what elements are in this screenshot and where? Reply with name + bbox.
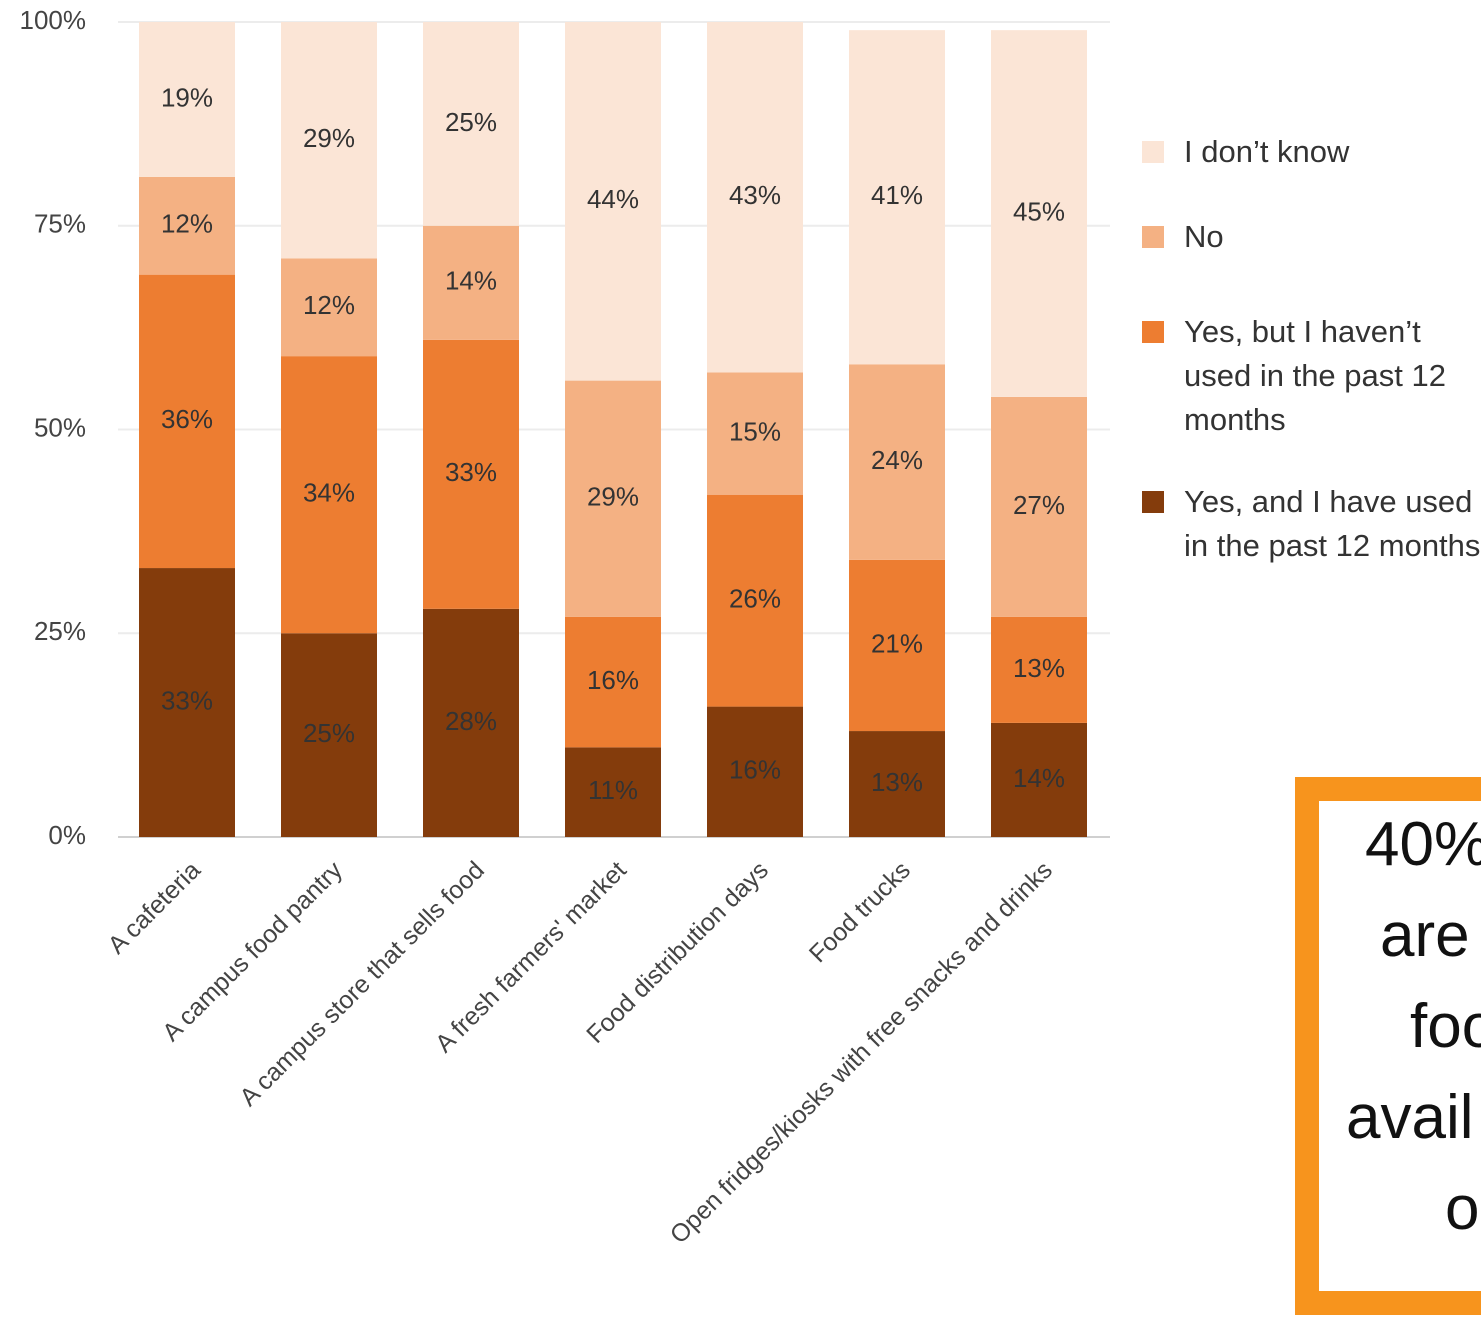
value-label: 21% (871, 628, 923, 658)
bar-segment (423, 225, 519, 340)
bar-segment (707, 22, 803, 373)
legend-label: I don’t know (1184, 134, 1350, 169)
legend-swatch (1142, 321, 1164, 343)
legend-label: No (1184, 219, 1224, 254)
value-label: 16% (587, 665, 639, 695)
legend-swatch (1142, 491, 1164, 513)
bar-segment (281, 258, 377, 357)
value-label: 19% (161, 82, 213, 112)
bar-segment (423, 22, 519, 226)
legend-item: Yes, but I haven’t used in the past 12 m… (1142, 310, 1481, 442)
bar-segment (707, 706, 803, 837)
bar-segment (281, 633, 377, 837)
value-label: 12% (161, 209, 213, 239)
legend-label: Yes, and I have used in the past 12 mont… (1184, 484, 1481, 563)
x-tick-label: A campus store that sells food (234, 856, 490, 1112)
value-label: 11% (588, 775, 638, 805)
legend-item: I don’t know (1142, 130, 1481, 174)
bar-segment (139, 22, 235, 177)
annotation-line: are (1380, 901, 1470, 970)
annotation-box: 40% are foo avail o (1295, 777, 1481, 1315)
annotation-line: foo (1410, 992, 1481, 1061)
y-tick-label: 0% (48, 820, 86, 850)
legend-item: No (1142, 215, 1481, 259)
bar-segment (991, 396, 1087, 617)
x-tick-label: A cafeteria (103, 856, 206, 959)
bar-segment (707, 494, 803, 707)
bar-segment (423, 339, 519, 609)
legend-swatch (1142, 141, 1164, 163)
value-label: 36% (161, 404, 213, 434)
value-label: 34% (303, 478, 355, 508)
value-label: 33% (161, 685, 213, 715)
value-label: 13% (1013, 653, 1065, 683)
bar-segment (565, 22, 661, 381)
legend-swatch (1142, 226, 1164, 248)
legend-item: Yes, and I have used in the past 12 mont… (1142, 480, 1481, 568)
value-label: 28% (445, 706, 497, 736)
bar-segment (565, 747, 661, 837)
bar-segment (281, 356, 377, 634)
annotation-line: 40% (1365, 810, 1481, 879)
y-tick-label: 100% (20, 5, 87, 35)
value-label: 33% (445, 457, 497, 487)
value-label: 43% (729, 180, 781, 210)
y-tick-label: 25% (34, 616, 86, 646)
value-label: 41% (871, 180, 923, 210)
value-label: 14% (1013, 763, 1065, 793)
annotation-line: o (1445, 1174, 1480, 1243)
value-label: 16% (729, 755, 781, 785)
bar-segment (565, 380, 661, 617)
bar-segment (849, 731, 945, 837)
bar-segment (281, 22, 377, 259)
value-label: 44% (587, 184, 639, 214)
bar-segment (707, 372, 803, 495)
annotation-line: avail (1346, 1083, 1474, 1152)
y-tick-label: 75% (34, 209, 86, 239)
value-label: 29% (303, 123, 355, 153)
value-label: 24% (871, 445, 923, 475)
x-tick-label: Food trucks (804, 856, 916, 968)
value-label: 15% (729, 416, 781, 446)
value-label: 12% (303, 290, 355, 320)
value-label: 25% (303, 718, 355, 748)
value-label: 27% (1013, 490, 1065, 520)
value-label: 45% (1013, 196, 1065, 226)
bar-segment (849, 364, 945, 560)
bar-segment (139, 568, 235, 837)
value-label: 26% (729, 584, 781, 614)
y-tick-label: 50% (34, 412, 86, 442)
value-label: 29% (587, 482, 639, 512)
bar-segment (849, 559, 945, 732)
legend-label: Yes, but I haven’t used in the past 12 m… (1184, 314, 1446, 437)
value-label: 14% (445, 266, 497, 296)
bar-segment (139, 176, 235, 275)
value-label: 13% (871, 767, 923, 797)
bar-segment (139, 274, 235, 569)
value-label: 25% (445, 107, 497, 137)
bar-segment (991, 30, 1087, 397)
bar-segment (991, 616, 1087, 723)
bar-segment (565, 616, 661, 748)
bar-segment (423, 608, 519, 837)
bar-segment (849, 30, 945, 365)
bar-segment (991, 722, 1087, 837)
